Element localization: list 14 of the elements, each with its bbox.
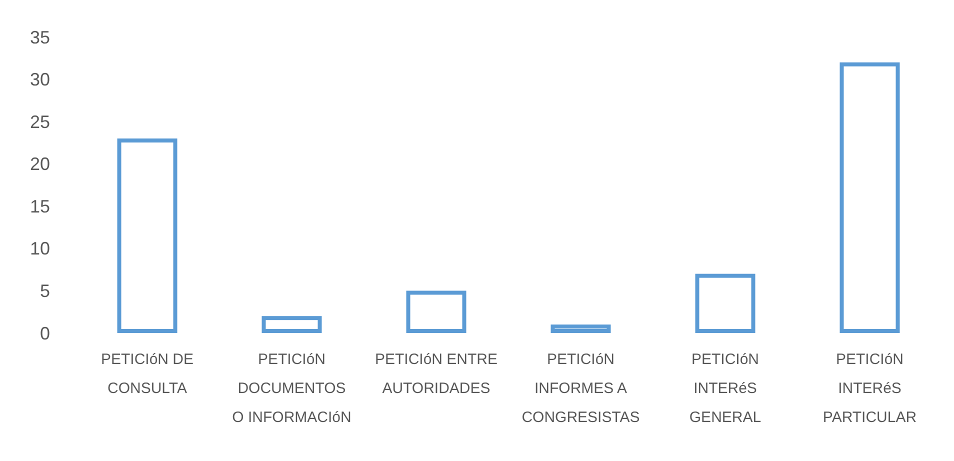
- y-tick-label: 10: [30, 238, 50, 259]
- y-tick-label: 0: [40, 323, 50, 344]
- x-tick-label: PETICIóN INTERéS PARTICULAR: [822, 351, 917, 426]
- y-tick-label: 25: [30, 112, 50, 132]
- y-tick-label: 35: [30, 27, 50, 48]
- y-tick-label: 5: [40, 281, 50, 302]
- y-tick-label: 20: [30, 154, 50, 174]
- y-tick-label: 15: [30, 196, 50, 216]
- x-tick-label: PETICIóN ENTRE AUTORIDADES: [374, 351, 498, 397]
- x-tick-label: PETICIóN INTERéS GENERAL: [689, 351, 762, 426]
- x-tick-label: PETICIóN INFORMES A CONGRESISTAS: [522, 351, 640, 426]
- x-tick-label: PETICIóN DE CONSULTA: [100, 351, 194, 397]
- y-tick-label: 30: [30, 70, 50, 90]
- x-tick-label: PETICIóN DOCUMENTOS O INFORMACIóN: [232, 351, 352, 426]
